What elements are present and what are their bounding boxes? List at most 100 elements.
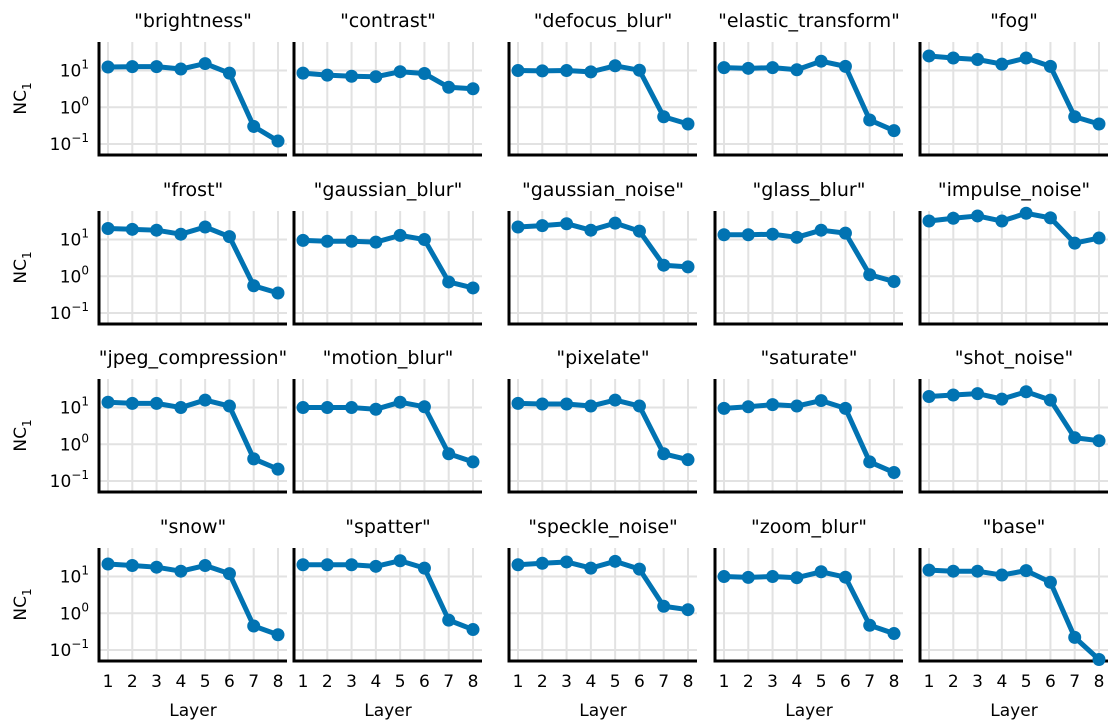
panel-14: "saturate" bbox=[713, 347, 903, 494]
panel-title: "gaussian_blur" bbox=[314, 179, 463, 201]
x-tick-label: 7 bbox=[248, 672, 259, 692]
x-tick-label: 2 bbox=[537, 672, 548, 692]
data-point bbox=[369, 70, 383, 84]
data-point bbox=[657, 110, 671, 124]
data-point bbox=[1019, 51, 1033, 65]
panel-19: "zoom_blur" 1 2 3 4 5 6 7 8 Layer bbox=[713, 516, 903, 721]
data-point bbox=[608, 393, 622, 407]
data-point bbox=[296, 66, 310, 80]
data-point bbox=[466, 455, 480, 469]
x-tick-label: 7 bbox=[443, 672, 454, 692]
x-tick-label: 5 bbox=[200, 672, 211, 692]
x-tick-label: 4 bbox=[996, 672, 1007, 692]
data-point bbox=[766, 61, 780, 75]
y-axis-label: NC1 bbox=[11, 419, 34, 451]
data-point bbox=[971, 387, 985, 401]
data-point bbox=[535, 219, 549, 233]
data-point bbox=[222, 567, 236, 581]
data-point bbox=[296, 401, 310, 415]
data-point bbox=[863, 113, 877, 127]
data-point bbox=[320, 234, 334, 248]
data-point bbox=[717, 228, 731, 242]
data-point bbox=[198, 57, 212, 71]
data-point bbox=[946, 51, 960, 65]
data-point bbox=[393, 65, 407, 79]
y-tick-label: 10−1 bbox=[50, 637, 89, 661]
data-point bbox=[681, 603, 695, 617]
data-point bbox=[1043, 211, 1057, 225]
data-point bbox=[150, 560, 164, 574]
x-tick-label: 8 bbox=[468, 672, 479, 692]
data-point bbox=[741, 228, 755, 242]
data-point bbox=[657, 258, 671, 272]
data-point bbox=[417, 561, 431, 575]
data-point bbox=[174, 227, 188, 241]
data-point bbox=[946, 564, 960, 578]
data-point bbox=[535, 556, 549, 570]
panel-16: "snow" 10−1 100 101 NC1 1 2 3 4 5 6 7 8 Layer bbox=[11, 516, 287, 721]
data-point bbox=[125, 396, 139, 410]
data-point bbox=[946, 388, 960, 402]
x-tick-label: 5 bbox=[395, 672, 406, 692]
data-point bbox=[584, 561, 598, 575]
data-point bbox=[198, 220, 212, 234]
data-point bbox=[271, 628, 285, 642]
x-axis-label: Layer bbox=[579, 701, 626, 721]
data-point bbox=[814, 394, 828, 408]
y-tick-label: 10−1 bbox=[50, 131, 89, 155]
data-point bbox=[345, 234, 359, 248]
data-point bbox=[442, 275, 456, 289]
data-point bbox=[717, 570, 731, 584]
x-tick-label: 3 bbox=[767, 672, 778, 692]
panel-title: "fog" bbox=[990, 10, 1038, 32]
y-tick-label: 101 bbox=[60, 395, 89, 419]
x-tick-label: 3 bbox=[346, 672, 357, 692]
data-point bbox=[345, 558, 359, 572]
data-point bbox=[296, 558, 310, 572]
panel-1: "brightness" 10−1 100 101 NC1 bbox=[11, 10, 287, 157]
data-point bbox=[1019, 206, 1033, 220]
data-point bbox=[995, 568, 1009, 582]
data-point bbox=[681, 453, 695, 467]
x-tick-label: 3 bbox=[972, 672, 983, 692]
data-point bbox=[790, 399, 804, 413]
x-tick-label: 1 bbox=[924, 672, 935, 692]
data-point bbox=[174, 62, 188, 76]
data-point bbox=[320, 558, 334, 572]
data-point bbox=[1043, 59, 1057, 73]
data-point bbox=[417, 233, 431, 247]
data-point bbox=[946, 211, 960, 225]
panel-2: "contrast" bbox=[292, 10, 482, 157]
data-point bbox=[198, 559, 212, 573]
data-point bbox=[560, 64, 574, 78]
data-point bbox=[995, 57, 1009, 71]
x-tick-label: 6 bbox=[634, 672, 645, 692]
data-point bbox=[790, 571, 804, 585]
data-point bbox=[922, 214, 936, 228]
x-tick-label: 5 bbox=[1021, 672, 1032, 692]
data-point bbox=[511, 396, 525, 410]
panel-8: "gaussian_noise" bbox=[507, 179, 697, 326]
data-point bbox=[101, 395, 115, 409]
data-point bbox=[466, 623, 480, 637]
data-point bbox=[271, 462, 285, 476]
data-point bbox=[971, 564, 985, 578]
data-point bbox=[766, 398, 780, 412]
panel-11: "jpeg_compression" 10−1 100 101 NC1 bbox=[11, 347, 287, 494]
data-point bbox=[717, 401, 731, 415]
data-point bbox=[741, 61, 755, 75]
panel-title: "brightness" bbox=[134, 10, 252, 32]
data-point bbox=[1043, 393, 1057, 407]
panel-7: "gaussian_blur" bbox=[292, 179, 482, 326]
data-point bbox=[442, 613, 456, 627]
y-tick-label: 10−1 bbox=[50, 468, 89, 492]
data-point bbox=[863, 455, 877, 469]
data-point bbox=[995, 214, 1009, 228]
data-point bbox=[971, 209, 985, 223]
x-axis-label: Layer bbox=[364, 701, 411, 721]
data-point bbox=[511, 64, 525, 78]
panel-title: "shot_noise" bbox=[955, 347, 1074, 369]
data-point bbox=[632, 399, 646, 413]
x-tick-label: 5 bbox=[610, 672, 621, 692]
